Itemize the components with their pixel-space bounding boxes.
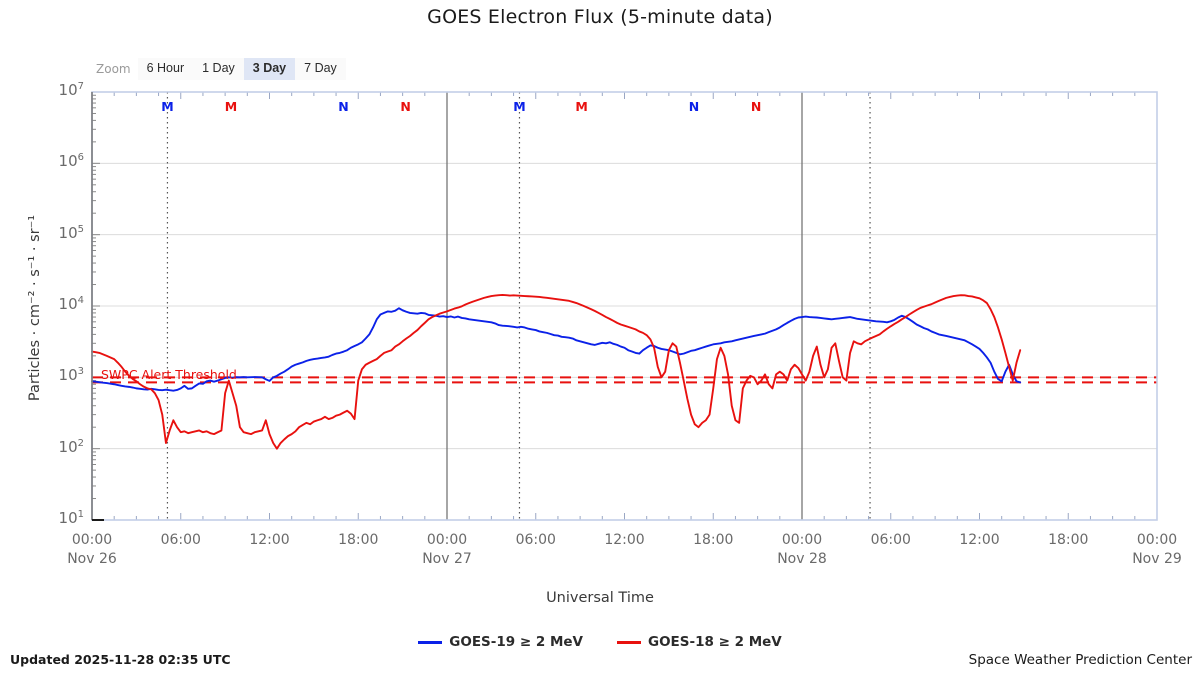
x-tick-time: 12:00: [959, 532, 1000, 548]
event-marker-lines: [166, 92, 871, 520]
x-axis-title: Universal Time: [546, 590, 654, 606]
x-tick-time: 00:00: [781, 532, 823, 548]
flare-marker-n: N: [338, 99, 349, 114]
x-tick-date: Nov 28: [777, 551, 827, 567]
gridlines: [92, 162, 1157, 450]
updated-timestamp: Updated 2025-11-28 02:35 UTC: [10, 652, 231, 667]
y-tick-label: 105: [58, 223, 84, 242]
x-tick-time: 18:00: [693, 532, 734, 548]
flare-marker-m: M: [224, 99, 238, 114]
zoom-control-label: Zoom: [96, 62, 131, 76]
plot-frame: [91, 91, 1158, 521]
x-tick-time: 12:00: [604, 532, 645, 548]
legend: GOES-19 ≥ 2 MeV GOES-18 ≥ 2 MeV: [0, 634, 1200, 650]
x-tick-label: 00:00 Nov 27: [397, 531, 497, 569]
legend-label-goes18: GOES-18 ≥ 2 MeV: [648, 634, 782, 650]
flare-marker-m: M: [575, 99, 588, 114]
x-tick-label: 12:00: [575, 531, 675, 550]
x-tick-label: 00:00 Nov 26: [42, 531, 142, 569]
axis-ticks: [91, 91, 1158, 521]
x-tick-date: Nov 29: [1132, 551, 1182, 567]
x-tick-label: 18:00: [308, 531, 408, 550]
zoom-button-6-hour[interactable]: 6 Hour: [137, 58, 194, 80]
x-tick-label: 06:00: [131, 531, 231, 550]
day-boundary-lines: [446, 92, 803, 520]
y-tick-label: 103: [58, 366, 84, 385]
x-tick-time: 18:00: [338, 532, 379, 548]
x-tick-time: 12:00: [249, 532, 290, 548]
page-title: GOES Electron Flux (5-minute data): [427, 6, 773, 28]
x-tick-label: 00:00 Nov 29: [1107, 531, 1200, 569]
x-tick-time: 06:00: [870, 532, 911, 548]
zoom-button-3-day[interactable]: 3 Day: [243, 58, 296, 80]
x-tick-label: 06:00: [841, 531, 941, 550]
x-tick-date: Nov 27: [422, 551, 472, 567]
x-tick-label: 06:00: [486, 531, 586, 550]
zoom-control: Zoom 6 Hour 1 Day 3 Day 7 Day: [96, 58, 346, 80]
x-tick-time: 06:00: [515, 532, 556, 548]
flare-marker-m: M: [513, 99, 526, 114]
x-tick-time: 00:00: [71, 532, 113, 548]
flare-marker-m: M: [161, 99, 174, 114]
zoom-button-1-day[interactable]: 1 Day: [193, 58, 244, 80]
legend-label-goes19: GOES-19 ≥ 2 MeV: [449, 634, 583, 650]
x-tick-label: 18:00: [663, 531, 763, 550]
x-tick-date: Nov 26: [67, 551, 117, 567]
x-tick-label: 18:00: [1018, 531, 1118, 550]
flare-marker-n: N: [400, 99, 411, 114]
legend-swatch-goes19: [418, 640, 443, 644]
legend-swatch-goes18: [617, 640, 641, 644]
x-tick-time: 00:00: [1136, 532, 1178, 548]
legend-item-goes18: GOES-18 ≥ 2 MeV: [617, 634, 782, 650]
x-tick-time: 18:00: [1048, 532, 1089, 548]
y-tick-label: 101: [58, 509, 84, 527]
alert-threshold-label: SWPC Alert Threshold: [101, 367, 237, 382]
zoom-button-7-day[interactable]: 7 Day: [295, 58, 346, 80]
x-tick-time: 06:00: [160, 532, 201, 548]
y-tick-label: 106: [58, 152, 84, 171]
flare-marker-n: N: [750, 99, 762, 114]
flare-marker-n: N: [688, 99, 700, 114]
legend-item-goes19: GOES-19 ≥ 2 MeV: [418, 634, 583, 650]
x-tick-label: 12:00: [930, 531, 1030, 550]
y-tick-label: 107: [58, 81, 84, 99]
x-tick-label: 12:00: [220, 531, 320, 550]
x-tick-time: 00:00: [426, 532, 468, 548]
y-tick-label: 102: [58, 437, 84, 456]
y-tick-label: 104: [58, 295, 84, 313]
credit-text: Space Weather Prediction Center: [968, 652, 1192, 668]
x-tick-label: 00:00 Nov 28: [752, 531, 852, 569]
alert-threshold-lines: [92, 376, 1157, 384]
